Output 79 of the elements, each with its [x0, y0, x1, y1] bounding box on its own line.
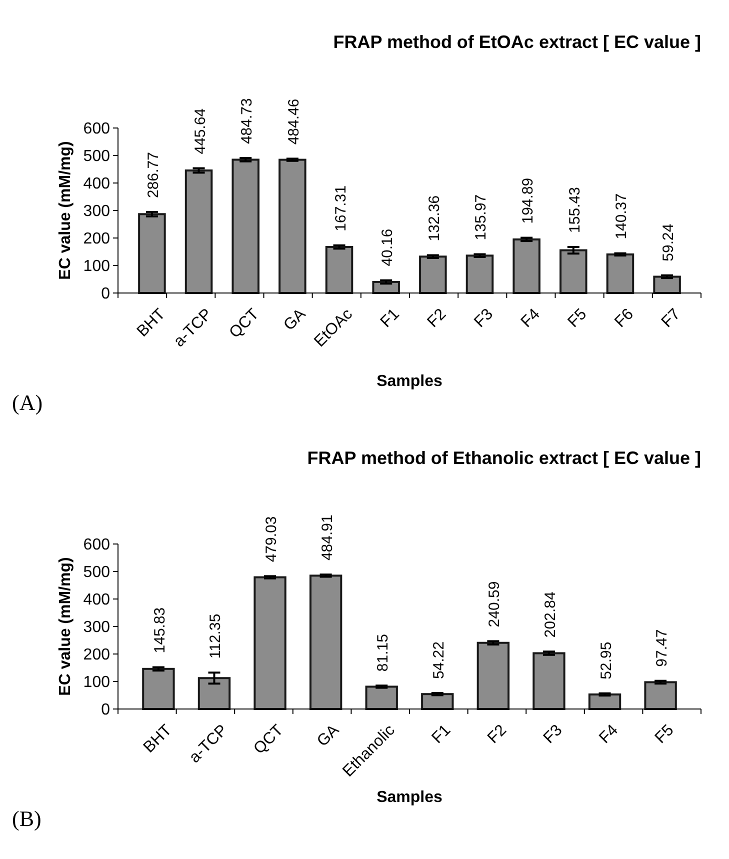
data-label: 479.03 — [263, 516, 280, 562]
data-label: 54.22 — [430, 641, 448, 679]
x-tick-label: F5 — [652, 722, 678, 747]
x-axis-title: Samples — [376, 373, 443, 390]
bar — [278, 158, 306, 294]
x-tick-label: F3 — [471, 306, 497, 331]
data-label: 155.43 — [566, 187, 584, 233]
x-tick-label: F6 — [612, 306, 638, 331]
text: (A) — [12, 390, 43, 415]
data-label: 145.83 — [151, 607, 168, 654]
bar — [365, 686, 398, 710]
bar — [606, 253, 634, 294]
y-tick-label: 500 — [83, 148, 110, 166]
bar — [644, 681, 677, 710]
y-tick-label: 400 — [83, 592, 110, 609]
y-tick-label: 0 — [101, 702, 110, 719]
bar — [254, 576, 286, 710]
data-label: 97.47 — [654, 629, 671, 667]
x-tick-label: F2 — [484, 722, 510, 747]
bar — [309, 574, 342, 710]
y-tick-label: 600 — [83, 536, 110, 554]
y-tick-label: 300 — [83, 203, 110, 220]
x-tick-label: F1 — [378, 306, 403, 331]
bar — [184, 169, 213, 294]
data-label: 132.36 — [426, 195, 443, 242]
bar — [653, 276, 681, 294]
y-tick-label: 600 — [83, 120, 110, 138]
bar — [588, 693, 622, 710]
data-label: 135.97 — [472, 194, 490, 240]
y-tick-label: 100 — [83, 258, 110, 276]
y-tick-label: 200 — [83, 646, 110, 664]
data-label: 484.46 — [285, 98, 302, 145]
data-label: 81.15 — [374, 634, 392, 672]
y-tick-label: 100 — [83, 674, 110, 692]
data-label: 240.59 — [486, 581, 504, 628]
bar — [419, 256, 447, 294]
data-label: 202.84 — [542, 592, 559, 638]
chart-title: FRAP method of EtOAc extract [ EC value ] — [333, 32, 701, 52]
x-tick-label: F1 — [428, 722, 454, 747]
data-label: 445.64 — [192, 108, 209, 154]
data-label: 40.16 — [379, 228, 396, 266]
data-label: 140.37 — [613, 193, 630, 240]
bar — [198, 677, 231, 710]
data-label: 194.89 — [520, 178, 537, 224]
data-label: 112.35 — [207, 614, 224, 659]
data-label: 484.73 — [238, 98, 256, 144]
bar — [232, 158, 260, 294]
x-tick-label: F5 — [564, 306, 590, 331]
bar — [512, 238, 540, 294]
y-tick-label: 400 — [83, 176, 110, 193]
bar — [325, 246, 354, 294]
x-tick-label: F3 — [540, 722, 566, 747]
bar — [560, 249, 588, 294]
y-tick-label: 0 — [101, 286, 110, 303]
y-tick-label: 200 — [83, 230, 110, 248]
y-tick-label: 300 — [83, 619, 110, 636]
x-tick-label: GA — [280, 306, 310, 334]
x-tick-label: F2 — [424, 306, 450, 331]
bar — [476, 642, 510, 710]
y-axis-title: EC value (mM/mg) — [57, 141, 74, 280]
data-label: 167.31 — [332, 185, 350, 232]
data-label: 52.95 — [598, 642, 615, 680]
x-tick-label: GA — [314, 722, 343, 750]
bar — [421, 693, 454, 710]
bar — [466, 254, 494, 294]
x-tick-label: F4 — [518, 306, 544, 331]
y-tick-label: 500 — [83, 564, 110, 582]
bar — [138, 213, 166, 294]
x-tick-label: F7 — [658, 306, 684, 331]
text: (B) — [12, 806, 42, 831]
data-label: 286.77 — [144, 152, 162, 198]
y-axis-title: EC value (mM/mg) — [57, 557, 74, 696]
data-label: 484.91 — [318, 514, 336, 561]
bar — [532, 652, 566, 710]
bar — [142, 668, 175, 710]
data-label: 59.24 — [660, 224, 678, 262]
x-tick-label: F4 — [596, 722, 622, 747]
chart-title: FRAP method of Ethanolic extract [ EC value ] — [307, 448, 701, 468]
x-axis-title: Samples — [376, 789, 443, 806]
